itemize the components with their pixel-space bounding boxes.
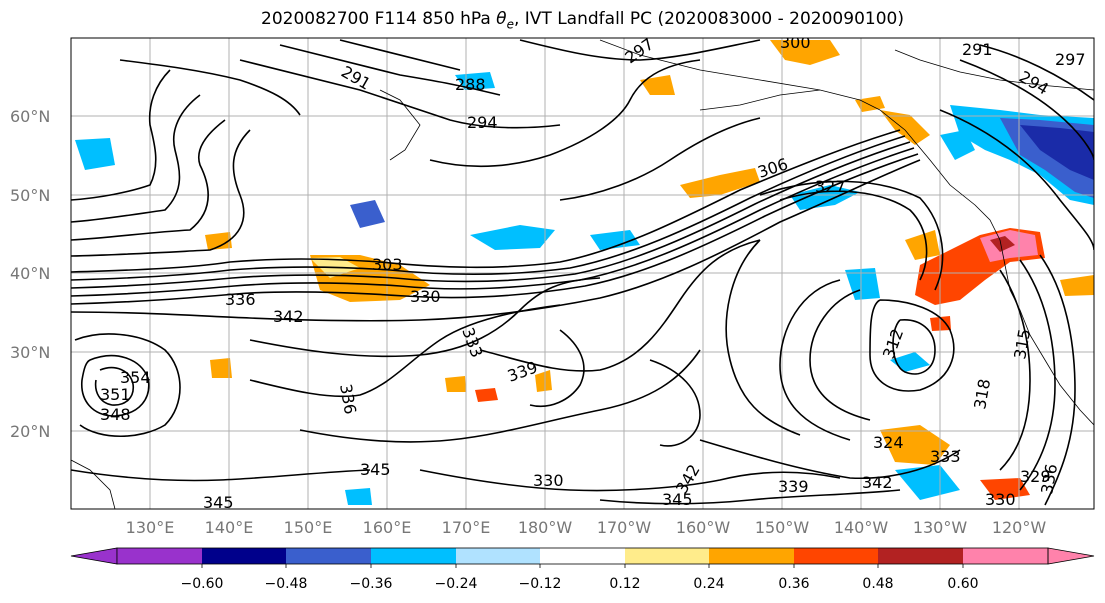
colorbar-swatch xyxy=(794,548,878,564)
contour-label: 354 xyxy=(120,368,151,387)
map-panel: 291 288 294 297 300 291 294 297 306 327 … xyxy=(71,33,1094,512)
colorbar-swatch xyxy=(117,548,202,564)
colorbar-swatch xyxy=(625,548,709,564)
lon-tick-label: 150°E xyxy=(284,518,333,537)
colorbar-swatch xyxy=(540,548,625,564)
lat-tick-label: 40°N xyxy=(10,264,50,283)
lon-tick-label: 150°W xyxy=(755,518,810,537)
contour-label: 342 xyxy=(862,473,893,492)
colorbar-tick-label: −0.24 xyxy=(435,576,478,592)
contour-label: 351 xyxy=(100,385,131,404)
colorbar-tick-label: 0.48 xyxy=(862,576,893,592)
contour-label: 303 xyxy=(372,255,403,274)
contour-label: 330 xyxy=(533,471,564,490)
colorbar xyxy=(70,547,1095,568)
lat-tick-label: 30°N xyxy=(10,343,50,362)
lon-tick-label: 170°W xyxy=(597,518,652,537)
contour-label: 348 xyxy=(100,405,131,424)
lat-tick-label: 60°N xyxy=(10,107,50,126)
colorbar-tick-label: −0.60 xyxy=(181,576,224,592)
longitude-labels: 130°E 140°E 150°E 160°E 170°E 180°W 170°… xyxy=(126,518,1047,537)
colorbar-swatch xyxy=(456,548,540,564)
colorbar-swatch xyxy=(709,548,794,564)
colorbar-extend-low xyxy=(70,547,118,565)
contour-label: 324 xyxy=(873,433,904,452)
colorbar-tick-label: 0.60 xyxy=(947,576,978,592)
map-title: 2020082700 F114 850 hPa θe, IVT Landfall… xyxy=(261,9,904,32)
contour-label: 327 xyxy=(815,177,846,196)
contour-label: 291 xyxy=(962,40,993,59)
colorbar-tick-label: 0.24 xyxy=(693,576,724,592)
contour-label: 345 xyxy=(203,493,234,512)
contour-label: 342 xyxy=(273,307,304,326)
colorbar-swatch xyxy=(286,548,371,564)
contour-label: 345 xyxy=(662,490,693,509)
shaded-anomaly-fields xyxy=(75,40,1094,505)
lon-tick-label: 140°E xyxy=(205,518,254,537)
contour-label: 330 xyxy=(985,490,1016,509)
colorbar-tick-label: −0.12 xyxy=(519,576,562,592)
lon-tick-label: 130°W xyxy=(913,518,968,537)
colorbar-tick-labels: −0.60 −0.48 −0.36 −0.24 −0.12 0.12 0.24 … xyxy=(181,576,979,592)
colorbar-tick-label: 0.36 xyxy=(778,576,809,592)
lon-tick-label: 170°E xyxy=(442,518,491,537)
lon-tick-label: 180°W xyxy=(518,518,573,537)
lon-tick-label: 140°W xyxy=(834,518,889,537)
colorbar-swatch xyxy=(202,548,286,564)
colorbar-tick-label: −0.36 xyxy=(350,576,393,592)
contour-label: 297 xyxy=(1055,50,1086,69)
contour-label: 330 xyxy=(410,287,441,306)
contour-label: 329 xyxy=(1020,467,1051,486)
latitude-labels: 60°N 50°N 40°N 30°N 20°N xyxy=(10,107,50,441)
colorbar-tick-label: −0.48 xyxy=(265,576,308,592)
contour-label: 345 xyxy=(360,460,391,479)
lon-tick-label: 160°E xyxy=(363,518,412,537)
lat-tick-label: 20°N xyxy=(10,422,50,441)
map-frame xyxy=(70,37,1095,510)
contour-label: 288 xyxy=(455,75,486,94)
colorbar-swatch xyxy=(878,548,963,564)
lon-tick-label: 120°W xyxy=(992,518,1047,537)
contour-label: 300 xyxy=(780,33,811,52)
contour-label: 339 xyxy=(778,477,809,496)
colorbar-tick-label: 0.12 xyxy=(609,576,640,592)
lat-tick-label: 50°N xyxy=(10,186,50,205)
lon-tick-label: 130°E xyxy=(126,518,175,537)
contour-label: 294 xyxy=(467,113,498,132)
colorbar-outline xyxy=(116,547,1049,565)
colorbar-extend-high xyxy=(1047,547,1095,565)
contour-label: 336 xyxy=(225,290,256,309)
colorbar-swatch xyxy=(371,548,456,564)
theta-e-contours xyxy=(71,39,1094,506)
lon-tick-label: 160°W xyxy=(676,518,731,537)
colorbar-swatch xyxy=(963,548,1048,564)
contour-label: 333 xyxy=(930,447,961,466)
